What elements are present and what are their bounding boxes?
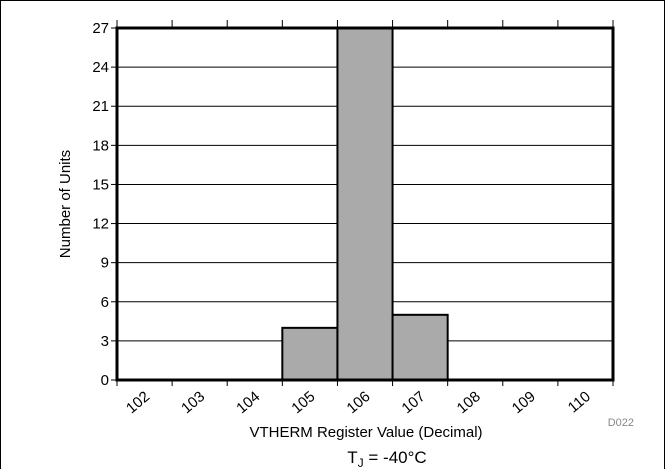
caption-main: T: [347, 448, 357, 467]
y-tick-label-12: 12: [92, 216, 109, 233]
y-tick-label-6: 6: [101, 294, 109, 311]
x-tick-label-102: 102: [123, 388, 153, 417]
y-axis-title: Number of Units: [57, 150, 74, 258]
bar-105: [281, 326, 339, 381]
caption-rest: = -40°C: [364, 448, 427, 467]
x-tick-label-109: 109: [509, 388, 539, 417]
caption-subscript: J: [358, 456, 364, 470]
x-tick-label-104: 104: [233, 388, 263, 417]
y-tick-label-15: 15: [92, 176, 109, 193]
figure-code: D022: [608, 417, 634, 429]
x-tick-label-106: 106: [343, 388, 373, 417]
x-tick-label-110: 110: [565, 388, 594, 416]
y-tick-label-9: 9: [101, 255, 109, 272]
y-tick-label-24: 24: [92, 59, 109, 76]
y-axis-ticks: 0 3 6 9 12 15 18 21 24 27: [92, 20, 117, 389]
bar-107: [391, 313, 449, 382]
y-tick-label-27: 27: [92, 20, 109, 37]
y-tick-label-3: 3: [101, 333, 109, 350]
x-tick-label-103: 103: [178, 388, 208, 417]
y-tick-label-21: 21: [92, 98, 109, 115]
y-tick-label-0: 0: [101, 372, 109, 389]
temperature-caption: TJ = -40°C: [347, 448, 426, 470]
x-axis-title: VTHERM Register Value (Decimal): [249, 424, 482, 441]
bar-106: [336, 27, 394, 381]
x-tick-label-108: 108: [454, 388, 484, 417]
x-tick-label-107: 107: [399, 388, 429, 417]
y-tick-label-18: 18: [92, 137, 109, 154]
plot-area-border: [115, 26, 615, 382]
bars: [281, 27, 449, 382]
x-tick-label-105: 105: [288, 388, 318, 417]
